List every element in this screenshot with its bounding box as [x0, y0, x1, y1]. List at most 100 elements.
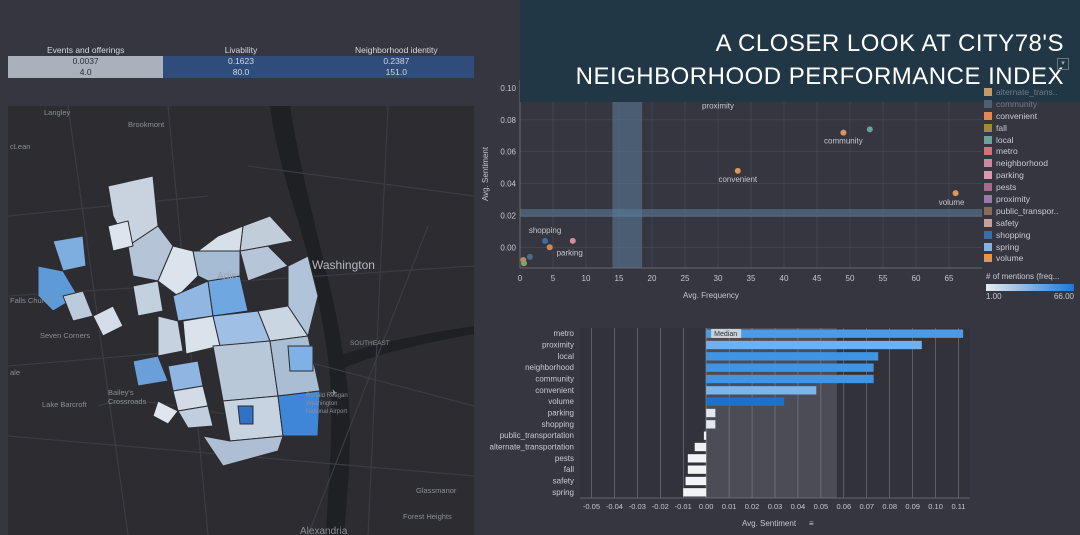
bar-spring: [683, 488, 707, 497]
legend-swatch: [984, 87, 992, 96]
scatter-y-tick-label: 0.02: [500, 211, 516, 220]
scatter-point-label: convenient: [718, 175, 757, 184]
bar-shopping: [706, 420, 716, 429]
scatter-y-tick-label: 0.08: [500, 116, 516, 125]
legend-swatch: [984, 147, 992, 156]
bar-community: [706, 374, 874, 384]
legend-item[interactable]: local: [984, 134, 1074, 146]
bar-category-label: metro: [554, 329, 575, 338]
legend-item[interactable]: fall: [984, 122, 1074, 134]
table-cell[interactable]: 0.1623: [163, 56, 319, 67]
table-cell[interactable]: 4.0: [8, 67, 164, 78]
bar-x-tick-label: 0.02: [745, 502, 760, 511]
scatter-x-tick-label: 55: [879, 274, 888, 283]
title-banner: A CLOSER LOOK AT CITY78'S NEIGHBORHOOD P…: [520, 0, 1080, 102]
table-row: 4.0 80.0 151.0: [8, 67, 474, 78]
header-events-offerings: Events and offerings: [46, 45, 125, 55]
map-label-baileys: Bailey's Crossroads: [108, 388, 147, 406]
bar-fall: [687, 465, 707, 474]
table-cell[interactable]: 0.0037: [8, 56, 164, 67]
legend-swatch: [984, 230, 992, 239]
bar-category-label: public_transportation: [500, 431, 574, 440]
color-scale-title: # of mentions (freq...: [986, 272, 1060, 281]
scatter-x-tick-label: 5: [551, 274, 556, 283]
scatter-x-tick-label: 35: [747, 274, 756, 283]
bar-x-tick-label: 0.09: [905, 502, 920, 511]
map-label-lake-barcroft: Lake Barcroft: [42, 400, 87, 409]
bar-x-tick-label: 0.01: [722, 502, 737, 511]
legend-item[interactable]: neighborhood: [984, 157, 1074, 169]
scatter-point-label: community: [824, 137, 863, 146]
legend-dropdown-icon[interactable]: ▾: [1057, 58, 1069, 70]
legend-item[interactable]: alternate_trans..: [984, 86, 1074, 98]
legend-label: public_transpor..: [996, 205, 1059, 216]
scatter-x-tick-label: 50: [846, 274, 855, 283]
map-label-airport: Ronald Reagan Washington National Airpor…: [306, 393, 348, 415]
legend-swatch: [984, 242, 992, 251]
legend-label: safety: [996, 217, 1019, 228]
table-cell[interactable]: 80.0: [163, 67, 319, 78]
bar-x-tick-label: -0.04: [606, 502, 623, 511]
scatter-point: [526, 253, 533, 260]
bar-x-tick-label: -0.05: [583, 502, 600, 511]
bar-safety: [685, 476, 707, 486]
scatter-point: [520, 260, 527, 267]
legend-label: pests: [996, 182, 1017, 193]
legend-label: local: [996, 134, 1014, 145]
bar-neighborhood: [706, 363, 874, 372]
color-scale-legend: # of mentions (freq... 1.00 66.00: [986, 272, 1074, 301]
legend-swatch: [984, 99, 992, 108]
legend-item[interactable]: shopping: [984, 229, 1074, 241]
map-label-washington: Washington: [312, 258, 375, 272]
legend-item[interactable]: parking: [984, 169, 1074, 181]
bar-x-tick-label: 0.06: [837, 502, 852, 511]
header-neighborhood-identity: Neighborhood identity: [354, 45, 438, 55]
scatter-point: [734, 167, 741, 174]
legend-label: parking: [996, 170, 1024, 181]
scatter-point: [542, 237, 549, 244]
scatter-point: [546, 244, 553, 251]
sort-icon: ≡: [809, 519, 814, 528]
neighborhood-map[interactable]: ✈ Washington Arlin Langley Brookmont cLe…: [8, 106, 474, 535]
bar-x-tick-label: 0.08: [882, 502, 897, 511]
legend-item[interactable]: metro: [984, 145, 1074, 157]
bar-category-label: pests: [555, 454, 574, 463]
bar-category-label: fall: [564, 465, 574, 474]
scatter-point-label: proximity: [702, 102, 734, 111]
table-cell[interactable]: 151.0: [318, 67, 474, 78]
legend-item[interactable]: proximity: [984, 193, 1074, 205]
bar-x-axis-title: Avg. Sentiment: [742, 519, 797, 528]
legend-item[interactable]: pests: [984, 181, 1074, 193]
legend-item[interactable]: safety: [984, 217, 1074, 229]
legend-label: spring: [996, 241, 1020, 252]
map-label-alexandria: Alexandria: [300, 526, 348, 535]
scatter-x-tick-label: 20: [648, 274, 657, 283]
legend-label: fall: [996, 122, 1007, 133]
legend-item[interactable]: public_transpor..: [984, 205, 1074, 217]
page-title-line2: NEIGHBORHOOD PERFORMANCE INDEX: [575, 63, 1064, 90]
map-canvas[interactable]: ✈: [8, 106, 474, 535]
table-cell[interactable]: 0.2387: [318, 56, 474, 67]
summary-table-header: Events and offerings Livability Neighbor…: [8, 44, 474, 56]
legend-item[interactable]: spring: [984, 241, 1074, 253]
legend-swatch: [984, 183, 992, 192]
scatter-x-tick-label: 15: [615, 274, 624, 283]
legend-item[interactable]: volume: [984, 252, 1074, 264]
legend-label: convenient: [996, 110, 1038, 121]
bar-volume: [706, 397, 785, 406]
sentiment-bar-chart[interactable]: metro proximity local neighborhood community…: [478, 320, 980, 535]
map-label-annandale: ale: [10, 368, 21, 377]
bar-x-tick-label: -0.03: [629, 502, 646, 511]
neighborhood-polygons[interactable]: [37, 175, 321, 467]
map-label-arlington: Arlin: [217, 271, 238, 282]
sentiment-frequency-scatter[interactable]: 0 5 10 15 20 25 30 35 40 45 50 55 60 65 0.00 0.02 0.04 0.…: [478, 60, 982, 310]
legend-item[interactable]: convenient: [984, 110, 1074, 122]
color-scale-max: 66.00: [1053, 292, 1074, 301]
bar-category-label: parking: [548, 409, 574, 418]
legend-swatch: [984, 218, 992, 227]
scatter-x-tick-label: 10: [582, 274, 591, 283]
legend-item[interactable]: community: [984, 98, 1074, 110]
color-scale-bar: [986, 284, 1074, 291]
scatter-y-tick-label: 0.06: [500, 148, 516, 157]
bar-category-label: proximity: [542, 341, 574, 350]
